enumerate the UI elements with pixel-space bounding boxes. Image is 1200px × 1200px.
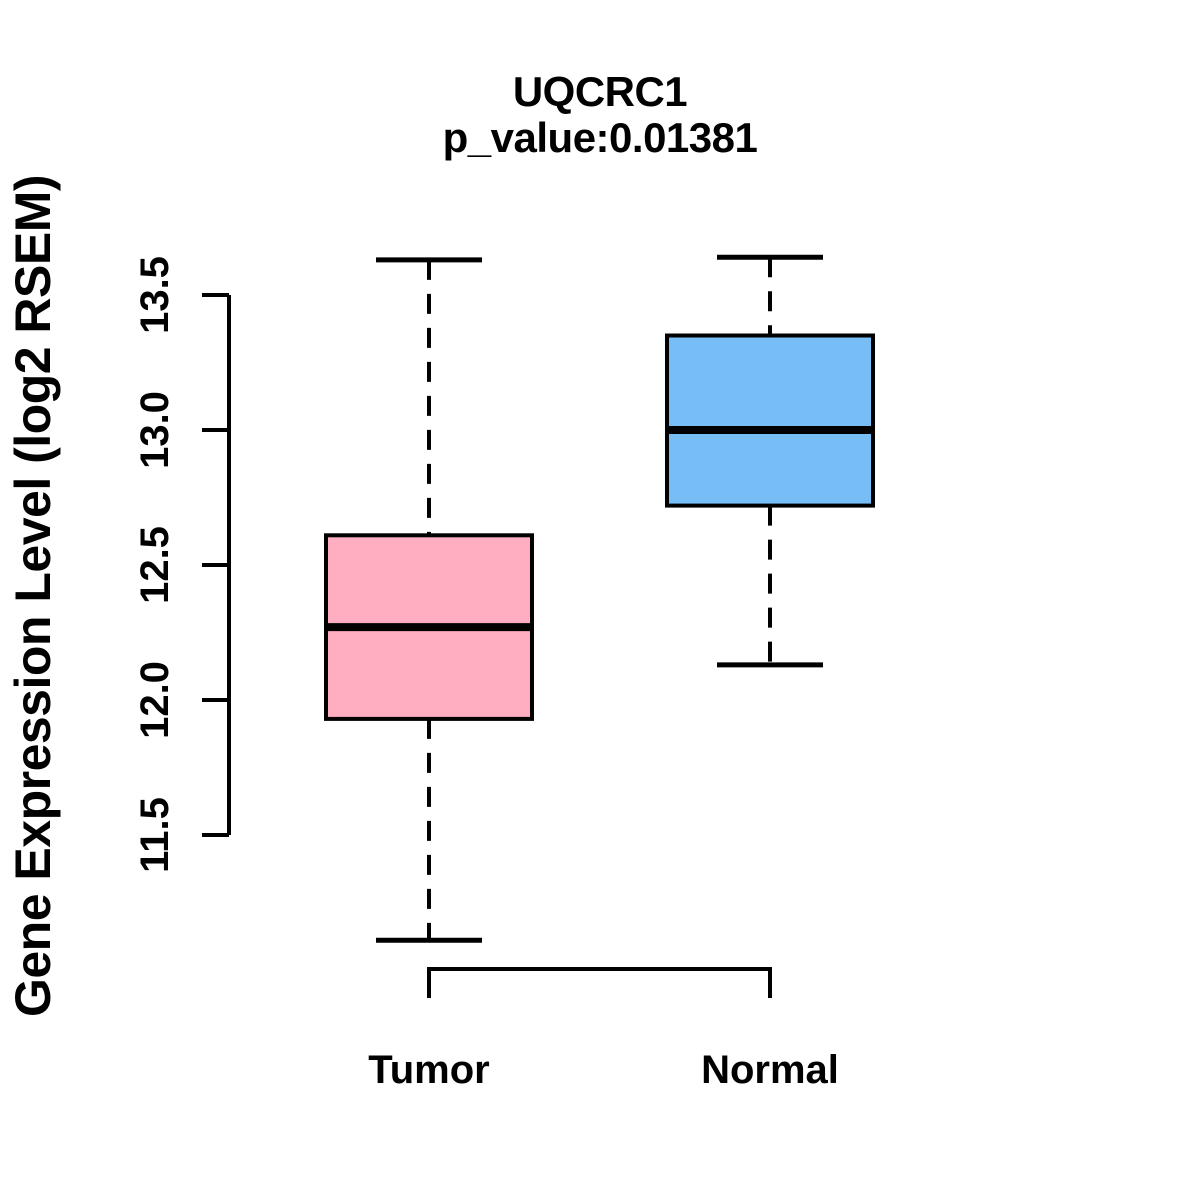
chart-subtitle-pvalue: p_value:0.01381 <box>443 114 758 161</box>
y-tick-label: 11.5 <box>133 797 177 873</box>
category-label-tumor: Tumor <box>368 1048 489 1092</box>
box-group-tumor: Tumor <box>324 257 534 1092</box>
box-group-normal: Normal <box>665 254 875 1092</box>
plot-elements: 13.5 13.0 12.5 12.0 11.5 Tumor Normal <box>133 254 875 1092</box>
box-rect <box>665 333 875 508</box>
y-tick-label: 12.5 <box>133 526 177 604</box>
category-label-normal: Normal <box>701 1048 839 1092</box>
y-axis-title: Gene Expression Level (log2 RSEM) <box>5 175 61 1017</box>
y-tick-label: 13.5 <box>133 256 177 334</box>
chart-title: UQCRC1 <box>513 68 687 115</box>
y-tick-label: 12.0 <box>133 661 177 739</box>
x-axis-bracket <box>427 967 772 998</box>
y-tick-label: 13.0 <box>133 391 177 469</box>
